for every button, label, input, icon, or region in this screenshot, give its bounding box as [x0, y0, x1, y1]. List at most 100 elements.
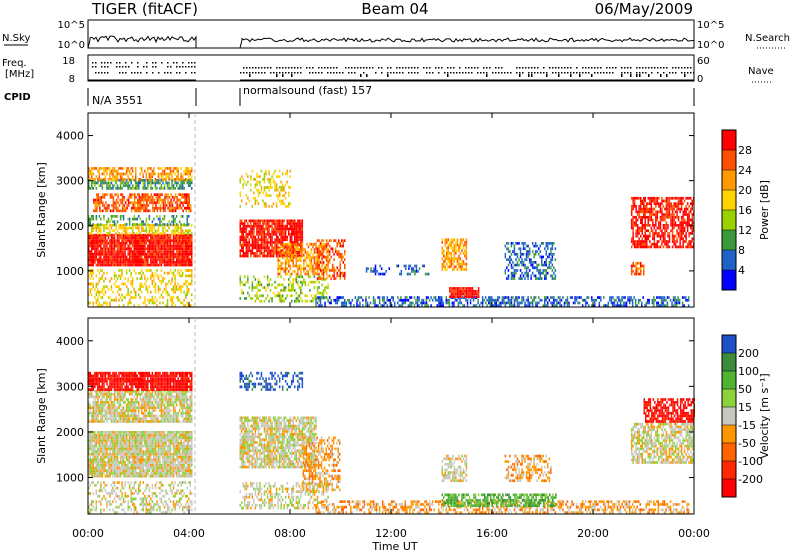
heatmap-cell — [528, 304, 531, 307]
heatmap-cell — [128, 244, 131, 248]
heatmap-cell — [109, 304, 111, 307]
heatmap-cell — [144, 184, 146, 187]
heatmap-cell — [247, 249, 249, 252]
heatmap-cell — [128, 187, 131, 190]
heatmap-cell — [172, 285, 175, 288]
heatmap-cell — [171, 204, 174, 207]
heatmap-cell — [452, 292, 454, 296]
heatmap-cell — [138, 215, 140, 218]
heatmap-cell — [150, 178, 152, 181]
heatmap-cell — [95, 255, 98, 259]
heatmap-cell — [618, 296, 620, 299]
freq-dot — [486, 74, 488, 77]
heatmap-cell — [130, 258, 132, 261]
heatmap-cell — [177, 178, 179, 181]
heatmap-cell — [295, 245, 298, 249]
heatmap-cell — [265, 219, 267, 223]
heatmap-cell — [180, 232, 182, 235]
heatmap-cell — [148, 232, 151, 235]
heatmap-cell — [181, 250, 184, 253]
freq-dot — [630, 72, 632, 74]
heatmap-cell — [644, 199, 646, 203]
freq-dot — [179, 66, 181, 68]
heatmap-cell — [527, 301, 529, 305]
heatmap-cell — [283, 238, 285, 242]
freq-strip: Freq. [MHz] 18 8 60 0 Nave — [2, 54, 774, 85]
heatmap-cell — [266, 233, 269, 236]
heatmap-cell — [328, 252, 331, 256]
heatmap-cell — [103, 226, 105, 230]
heatmap-cell — [265, 235, 267, 239]
heatmap-cell — [447, 301, 449, 305]
heatmap-cell — [515, 263, 517, 267]
heatmap-cell — [148, 244, 151, 248]
freq-dot — [429, 67, 431, 69]
heatmap-cell — [128, 293, 131, 297]
heatmap-cell — [107, 233, 110, 237]
heatmap-cell — [522, 298, 525, 302]
heatmap-cell — [107, 261, 110, 264]
heatmap-cell — [260, 299, 263, 303]
heatmap-cell — [124, 296, 126, 299]
heatmap-cell — [151, 255, 154, 259]
heatmap-cell — [120, 201, 122, 205]
heatmap-cell — [109, 232, 111, 235]
heatmap-cell — [640, 207, 642, 211]
heatmap-cell — [641, 199, 643, 203]
heatmap-cell — [268, 224, 270, 228]
freq-dot — [137, 62, 139, 64]
heatmap-cell — [95, 258, 98, 261]
heatmap-cell — [310, 294, 313, 298]
heatmap-cell — [166, 167, 169, 170]
heatmap-cell — [458, 262, 460, 266]
heatmap-cell — [191, 181, 193, 185]
heatmap-cell — [444, 243, 446, 247]
heatmap-cell — [262, 286, 264, 289]
heatmap-cell — [97, 263, 99, 267]
heatmap-cell — [312, 297, 314, 300]
heatmap-cell — [128, 255, 131, 259]
heatmap-cell — [171, 239, 173, 242]
heatmap-cell — [289, 253, 291, 257]
heatmap-cell — [156, 201, 159, 205]
heatmap-cell — [172, 215, 175, 218]
heatmap-cell — [168, 233, 170, 237]
heatmap-cell — [185, 282, 187, 286]
heatmap-cell — [101, 187, 104, 190]
heatmap-cell — [640, 245, 642, 249]
heatmap-cell — [178, 236, 181, 240]
freq-dot — [642, 67, 644, 69]
heatmap-cell — [148, 226, 151, 230]
heatmap-cell — [138, 271, 140, 275]
heatmap-cell — [98, 239, 101, 242]
heatmap-cell — [149, 198, 151, 202]
heatmap-cell — [103, 233, 105, 237]
heatmap-cell — [127, 233, 129, 237]
heatmap-cell — [269, 278, 272, 281]
heatmap-cell — [286, 267, 288, 270]
heatmap-cell — [453, 260, 456, 263]
heatmap-cell — [173, 196, 175, 199]
heatmap-cell — [322, 267, 325, 270]
heatmap-cell — [165, 224, 167, 227]
heatmap-cell — [297, 224, 299, 228]
heatmap-cell — [313, 242, 316, 246]
heatmap-cell — [278, 267, 281, 270]
heatmap-cell — [172, 239, 175, 242]
heatmap-cell — [307, 283, 310, 287]
heatmap-cell — [148, 167, 151, 170]
heatmap-cell — [462, 296, 464, 299]
heatmap-cell — [316, 277, 319, 280]
heatmap-cell — [131, 261, 134, 264]
heatmap-cell — [95, 290, 98, 294]
heatmap-cell — [254, 219, 257, 223]
heatmap-cell — [104, 263, 107, 267]
heatmap-cell — [274, 252, 276, 255]
heatmap-cell — [647, 237, 649, 241]
heatmap-cell — [306, 256, 308, 260]
heatmap-cell — [118, 293, 120, 297]
heatmap-cell — [272, 252, 275, 255]
heatmap-cell — [301, 283, 304, 287]
heatmap-cell — [163, 236, 166, 240]
heatmap-cell — [459, 243, 462, 247]
